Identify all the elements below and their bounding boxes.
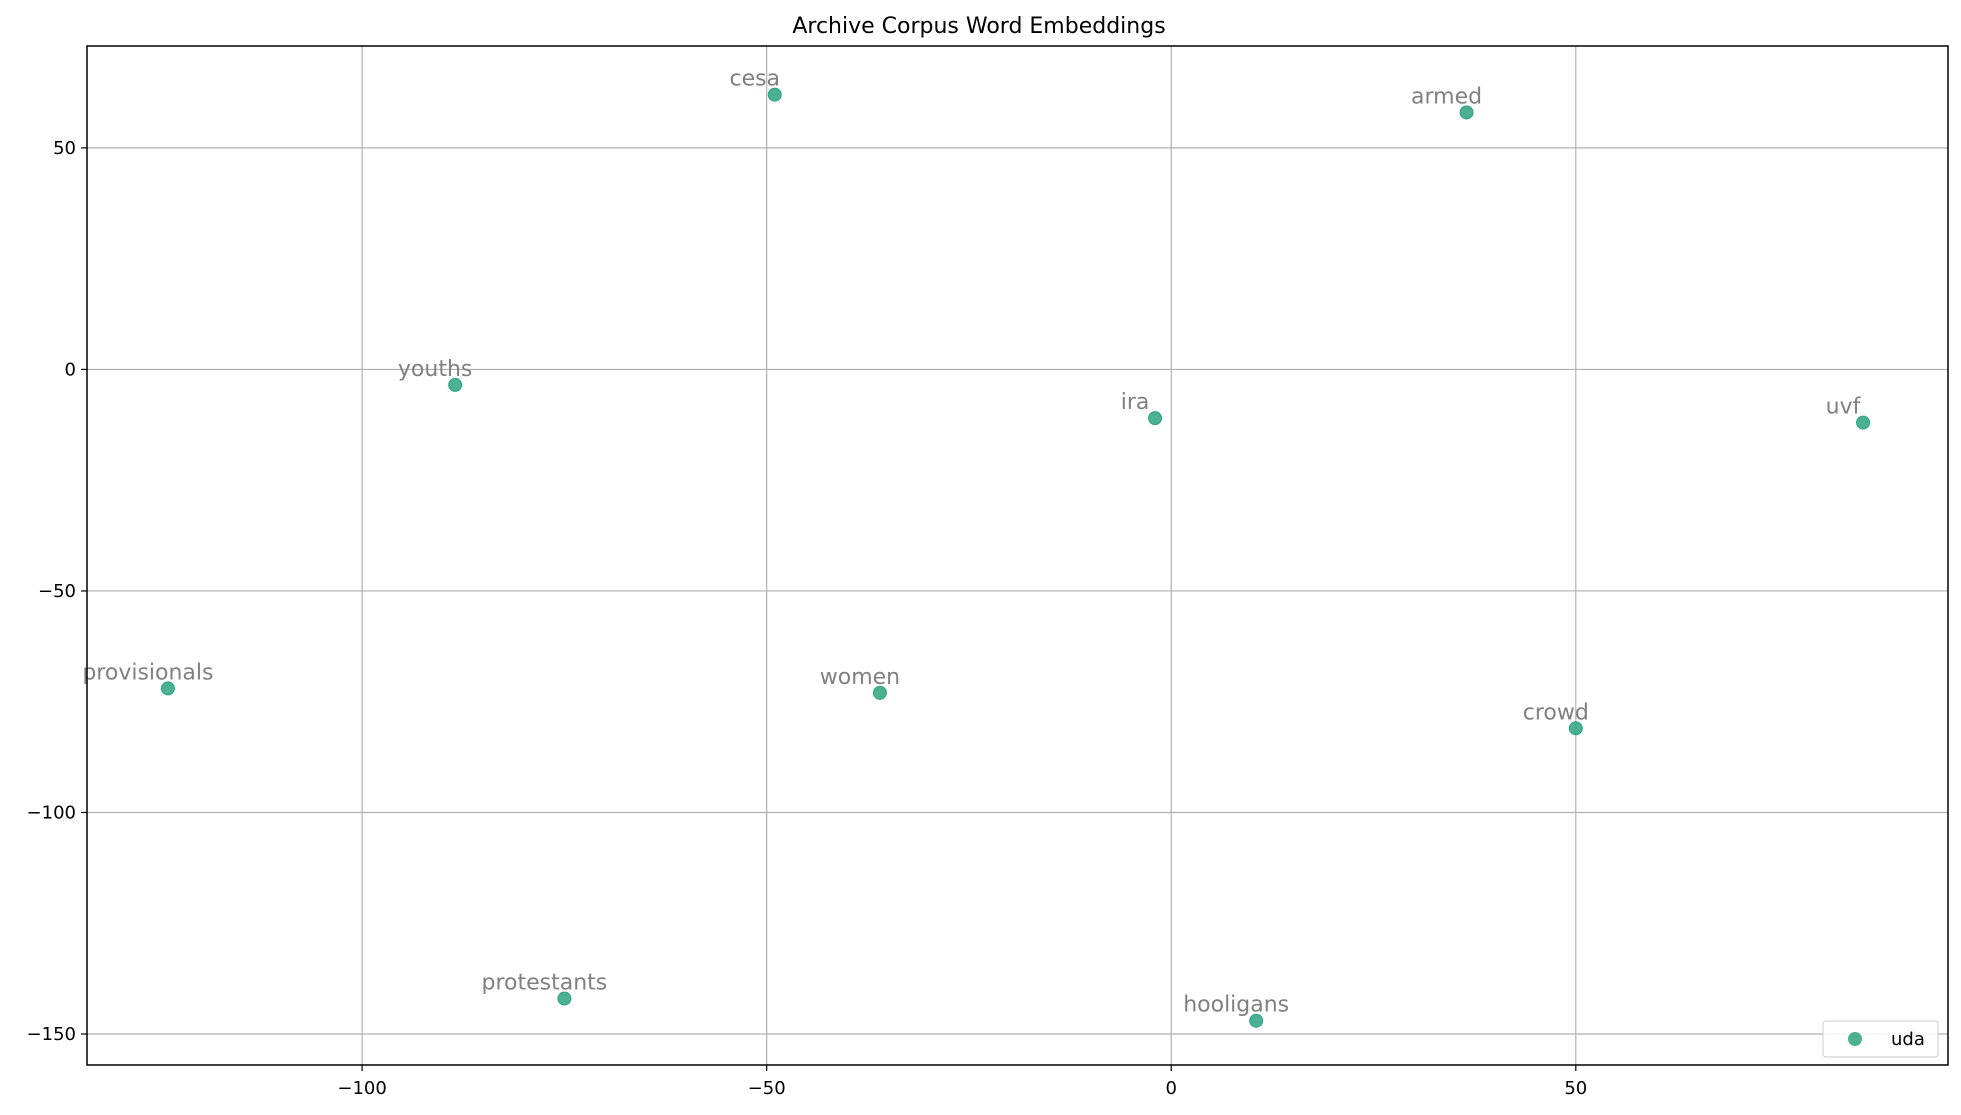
data-point bbox=[448, 377, 463, 392]
point-labels: cesa armed youths ira uvf provisionals women cr… bbox=[82, 67, 1861, 1018]
x-tick-label: 50 bbox=[1564, 1078, 1587, 1099]
data-point bbox=[160, 681, 175, 696]
legend: uda bbox=[1822, 1020, 1939, 1058]
data-point bbox=[1459, 105, 1474, 120]
x-tick-label: 0 bbox=[1166, 1078, 1177, 1099]
data-point bbox=[557, 991, 572, 1006]
chart-title: Archive Corpus Word Embeddings bbox=[792, 14, 1165, 39]
x-tick-label: −50 bbox=[748, 1078, 786, 1099]
point-label: youths bbox=[398, 357, 472, 382]
y-tick-label: −100 bbox=[27, 802, 76, 823]
y-tick-label: 50 bbox=[53, 138, 76, 159]
x-tick-label: −100 bbox=[337, 1078, 386, 1099]
data-points bbox=[160, 87, 1871, 1028]
data-point bbox=[872, 685, 887, 700]
point-label: hooligans bbox=[1183, 993, 1289, 1018]
data-point bbox=[1856, 415, 1871, 430]
point-label: ira bbox=[1121, 390, 1150, 415]
legend-box bbox=[1822, 1020, 1939, 1058]
data-point bbox=[1568, 721, 1583, 736]
y-tick-label: −50 bbox=[38, 581, 76, 602]
data-point bbox=[767, 87, 782, 102]
y-tick-label: −150 bbox=[27, 1024, 76, 1045]
point-label: armed bbox=[1411, 84, 1482, 109]
point-label: protestants bbox=[482, 971, 608, 996]
point-label: women bbox=[820, 665, 900, 690]
plot-frame bbox=[86, 45, 1949, 1066]
point-label: crowd bbox=[1523, 700, 1589, 725]
grid-lines bbox=[87, 46, 1948, 1065]
data-point bbox=[1249, 1013, 1264, 1028]
point-label: provisionals bbox=[82, 660, 213, 685]
axis-ticks: −100 −50 0 50 50 0 −50 −100 −150 bbox=[27, 138, 1588, 1099]
point-label: uvf bbox=[1826, 395, 1862, 420]
y-tick-label: 0 bbox=[65, 359, 76, 380]
legend-label: uda bbox=[1891, 1029, 1925, 1050]
data-point bbox=[1148, 411, 1163, 426]
legend-marker bbox=[1848, 1032, 1862, 1046]
point-label: cesa bbox=[729, 67, 780, 92]
